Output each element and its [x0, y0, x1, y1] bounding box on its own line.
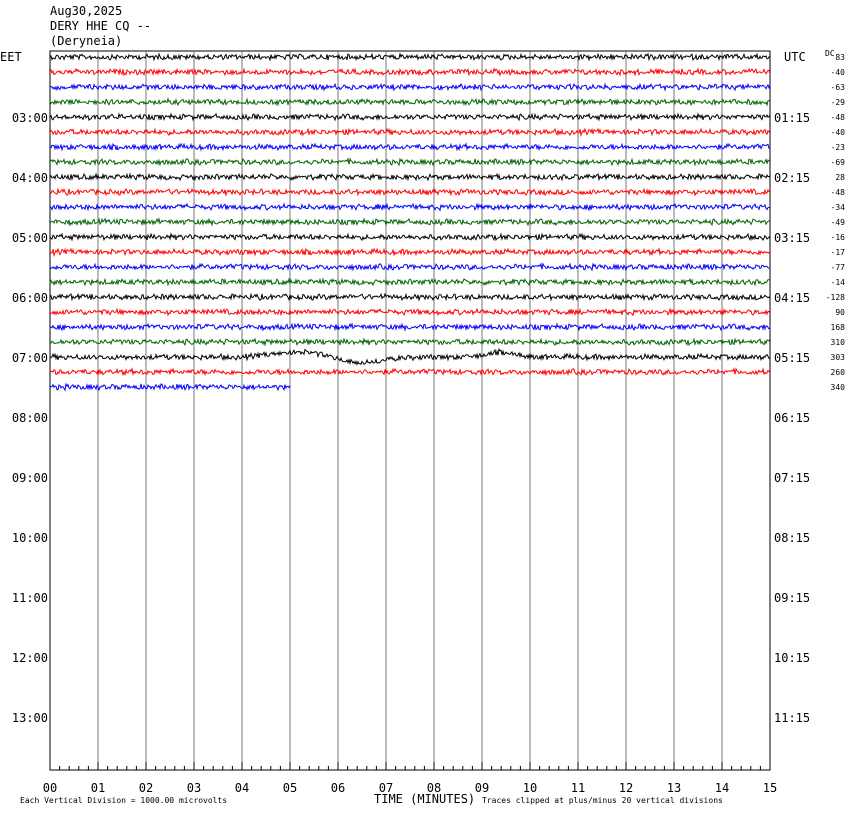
- dc-offset-0: 83: [835, 53, 845, 62]
- scale-note: Each Vertical Division = 1000.00 microvo…: [20, 796, 228, 805]
- trace-row-2: [49, 82, 771, 92]
- trace-row-17: [49, 307, 771, 317]
- trace-row-12: [49, 232, 771, 242]
- plot-location: (Deryneia): [50, 34, 123, 48]
- x-tick-label-03: 03: [186, 781, 202, 795]
- dc-offset-2: -63: [830, 83, 845, 92]
- dc-offset-9: -48: [830, 188, 845, 197]
- dc-offset-5: -40: [830, 128, 845, 137]
- trace-row-7: [49, 157, 771, 167]
- x-tick-label-14: 14: [714, 781, 730, 795]
- trace-row-9: [49, 187, 771, 197]
- right-hour-label-8: 09:15: [774, 591, 811, 605]
- left-hour-label-7: 10:00: [11, 531, 48, 545]
- left-hour-label-5: 08:00: [11, 411, 48, 425]
- left-hour-label-10: 13:00: [11, 711, 48, 725]
- x-tick-label-09: 09: [474, 781, 490, 795]
- trace-row-22: [49, 382, 291, 392]
- left-hour-label-2: 05:00: [11, 231, 48, 245]
- plot-date: Aug30,2025: [50, 4, 123, 18]
- trace-row-11: [49, 217, 771, 227]
- trace-row-8: [49, 172, 771, 182]
- trace-row-18: [49, 322, 771, 332]
- trace-row-21: [49, 367, 771, 377]
- dc-offset-17: 90: [835, 308, 845, 317]
- right-hour-label-3: 04:15: [774, 291, 811, 305]
- dc-offset-12: -16: [830, 233, 845, 242]
- trace-row-15: [49, 277, 771, 287]
- left-hour-label-4: 07:00: [11, 351, 48, 365]
- trace-row-10: [49, 202, 771, 212]
- x-tick-label-05: 05: [282, 781, 298, 795]
- trace-row-6: [49, 142, 771, 152]
- right-timezone-label: UTC: [784, 50, 806, 64]
- x-tick-label-01: 01: [90, 781, 106, 795]
- right-hour-label-0: 01:15: [774, 111, 811, 125]
- trace-row-4: [49, 112, 771, 122]
- x-tick-label-02: 02: [138, 781, 154, 795]
- right-hour-label-1: 02:15: [774, 171, 811, 185]
- clip-note: Traces clipped at plus/minus 20 vertical…: [482, 796, 723, 805]
- dc-offset-10: -34: [830, 203, 845, 212]
- x-tick-label-00: 00: [42, 781, 58, 795]
- plot-frame: [49, 50, 771, 771]
- right-hour-label-9: 10:15: [774, 651, 811, 665]
- right-hour-label-10: 11:15: [774, 711, 811, 725]
- trace-row-19: [49, 337, 771, 347]
- dc-offset-4: -48: [830, 113, 845, 122]
- dc-offset-1: -40: [830, 68, 845, 77]
- dc-offset-16: -128: [825, 293, 845, 302]
- dc-offset-8: 28: [835, 173, 845, 182]
- dc-offset-20: 303: [830, 353, 845, 362]
- trace-row-5: [49, 127, 771, 138]
- trace-row-1: [49, 67, 771, 77]
- dc-offset-13: -17: [830, 248, 845, 257]
- x-tick-label-04: 04: [234, 781, 250, 795]
- left-hour-label-6: 09:00: [11, 471, 48, 485]
- trace-row-3: [49, 97, 771, 107]
- left-hour-label-8: 11:00: [11, 591, 48, 605]
- left-hour-label-0: 03:00: [11, 111, 48, 125]
- left-timezone-label: EET: [0, 50, 22, 64]
- x-tick-label-06: 06: [330, 781, 346, 795]
- dc-offset-19: 310: [830, 338, 845, 347]
- trace-row-20: [49, 348, 771, 366]
- right-hour-label-4: 05:15: [774, 351, 811, 365]
- left-hour-label-1: 04:00: [11, 171, 48, 185]
- left-hour-label-3: 06:00: [11, 291, 48, 305]
- x-tick-label-15: 15: [762, 781, 778, 795]
- x-tick-label-08: 08: [426, 781, 442, 795]
- dc-label: DC: [825, 49, 835, 58]
- plot-station: DERY HHE CQ --: [50, 19, 152, 33]
- x-axis-title: TIME (MINUTES): [374, 792, 476, 806]
- dc-offset-3: -29: [830, 98, 845, 107]
- right-hour-label-7: 08:15: [774, 531, 811, 545]
- x-tick-label-07: 07: [378, 781, 394, 795]
- dc-offset-6: -23: [830, 143, 845, 152]
- dc-offset-15: -14: [830, 278, 845, 287]
- trace-row-13: [49, 247, 771, 258]
- right-hour-label-5: 06:15: [774, 411, 811, 425]
- x-tick-label-12: 12: [618, 781, 634, 795]
- dc-offset-11: -49: [830, 218, 845, 227]
- x-tick-label-11: 11: [570, 781, 586, 795]
- trace-row-0: [49, 52, 771, 62]
- right-hour-label-6: 07:15: [774, 471, 811, 485]
- right-hour-label-2: 03:15: [774, 231, 811, 245]
- left-hour-label-9: 12:00: [11, 651, 48, 665]
- dc-offset-21: 260: [830, 368, 845, 377]
- dc-offset-18: 168: [830, 323, 845, 332]
- dc-offset-14: -77: [830, 263, 845, 272]
- trace-row-16: [49, 292, 771, 302]
- dc-offset-22: 340: [830, 383, 845, 392]
- x-tick-label-10: 10: [522, 781, 538, 795]
- dc-offset-7: -69: [830, 158, 845, 167]
- trace-row-14: [49, 262, 771, 272]
- x-tick-label-13: 13: [666, 781, 682, 795]
